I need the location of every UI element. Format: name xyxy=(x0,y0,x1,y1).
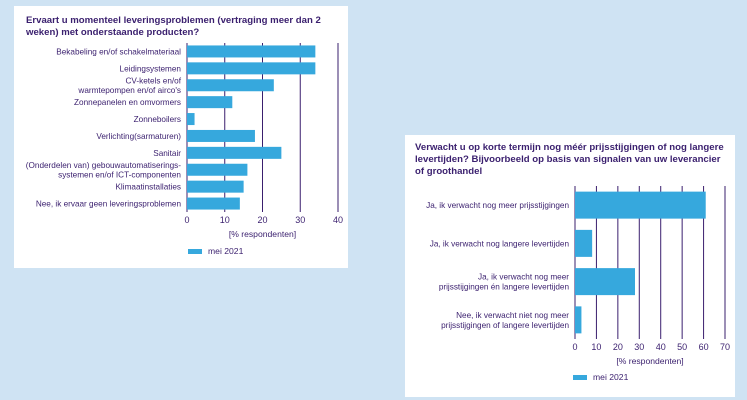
category-label: Sanitair xyxy=(153,149,181,158)
bar xyxy=(187,129,255,142)
x-tick-label: 30 xyxy=(295,215,305,225)
category-label: Zonneboilers xyxy=(134,115,181,124)
category-label: Zonnepanelen en omvormers xyxy=(74,98,181,107)
x-tick-label: 0 xyxy=(184,215,189,225)
x-tick-label: 70 xyxy=(720,342,730,352)
x-axis-label: [% respondenten] xyxy=(229,229,296,239)
x-tick-label: 50 xyxy=(677,342,687,352)
category-label: Ja, ik verwacht nog meer prijsstijgingen … xyxy=(439,273,570,292)
legend-label: mei 2021 xyxy=(208,246,244,256)
bar xyxy=(187,197,240,210)
bar xyxy=(187,45,316,58)
chart-panel-delivery-problems: Ervaart u momenteel leveringsproblemen (… xyxy=(14,6,348,268)
chart-panel-expectations: Verwacht u op korte termijn nog méér pri… xyxy=(405,135,735,397)
x-tick-label: 10 xyxy=(220,215,230,225)
bar-chart-delivery-problems: 0 10 20 30 40 Bekabeling en/of schakelmateria… xyxy=(26,43,343,239)
legend: mei 2021 xyxy=(188,246,243,256)
legend-swatch xyxy=(188,248,202,254)
x-tick-label: 40 xyxy=(333,215,343,225)
category-label: Klimaatinstallaties xyxy=(115,183,181,192)
bar xyxy=(575,306,582,334)
bar xyxy=(187,113,195,126)
legend-swatch xyxy=(573,374,587,380)
category-label: Leidingsystemen xyxy=(120,64,182,73)
bar xyxy=(187,146,282,159)
bar xyxy=(187,62,316,75)
bar xyxy=(575,229,593,257)
chart-title: Verwacht u op korte termijn nog méér pri… xyxy=(415,142,724,177)
category-label: Verlichting(sarmaturen) xyxy=(96,132,181,141)
x-tick-label: 40 xyxy=(656,342,666,352)
category-label: CV-ketels en/of warmtepompen en/of airco'… xyxy=(77,77,181,96)
bar xyxy=(187,96,233,109)
category-label: Ja, ik verwacht nog meer prijsstijgingen xyxy=(426,201,569,210)
bar-chart-expectations: 0 10 20 30 40 50 60 70 Ja, ik verwacht nog meer … xyxy=(426,186,730,366)
category-label: Ja, ik verwacht nog langere levertijden xyxy=(430,239,570,248)
x-tick-label: 30 xyxy=(634,342,644,352)
category-label: Bekabeling en/of schakelmateriaal xyxy=(56,47,181,56)
category-label: Nee, ik verwacht niet nog meer prijsstijg… xyxy=(441,311,569,330)
x-tick-label: 60 xyxy=(699,342,709,352)
x-tick-label: 10 xyxy=(591,342,601,352)
bar xyxy=(575,268,635,296)
bar xyxy=(575,191,706,219)
bar xyxy=(187,180,244,193)
x-tick-label: 0 xyxy=(572,342,577,352)
category-label: Nee, ik ervaar geen leveringsproblemen xyxy=(36,200,182,209)
legend: mei 2021 xyxy=(573,372,628,382)
x-tick-label: 20 xyxy=(257,215,267,225)
legend-label: mei 2021 xyxy=(593,372,629,382)
x-axis-label: [% respondenten] xyxy=(616,356,683,366)
bar xyxy=(187,163,248,176)
x-tick-label: 20 xyxy=(613,342,623,352)
chart-title: Ervaart u momenteel leveringsproblemen (… xyxy=(26,15,321,38)
category-label: (Onderdelen van) gebouwautomatiserings-s… xyxy=(26,161,182,180)
bar xyxy=(187,79,274,92)
